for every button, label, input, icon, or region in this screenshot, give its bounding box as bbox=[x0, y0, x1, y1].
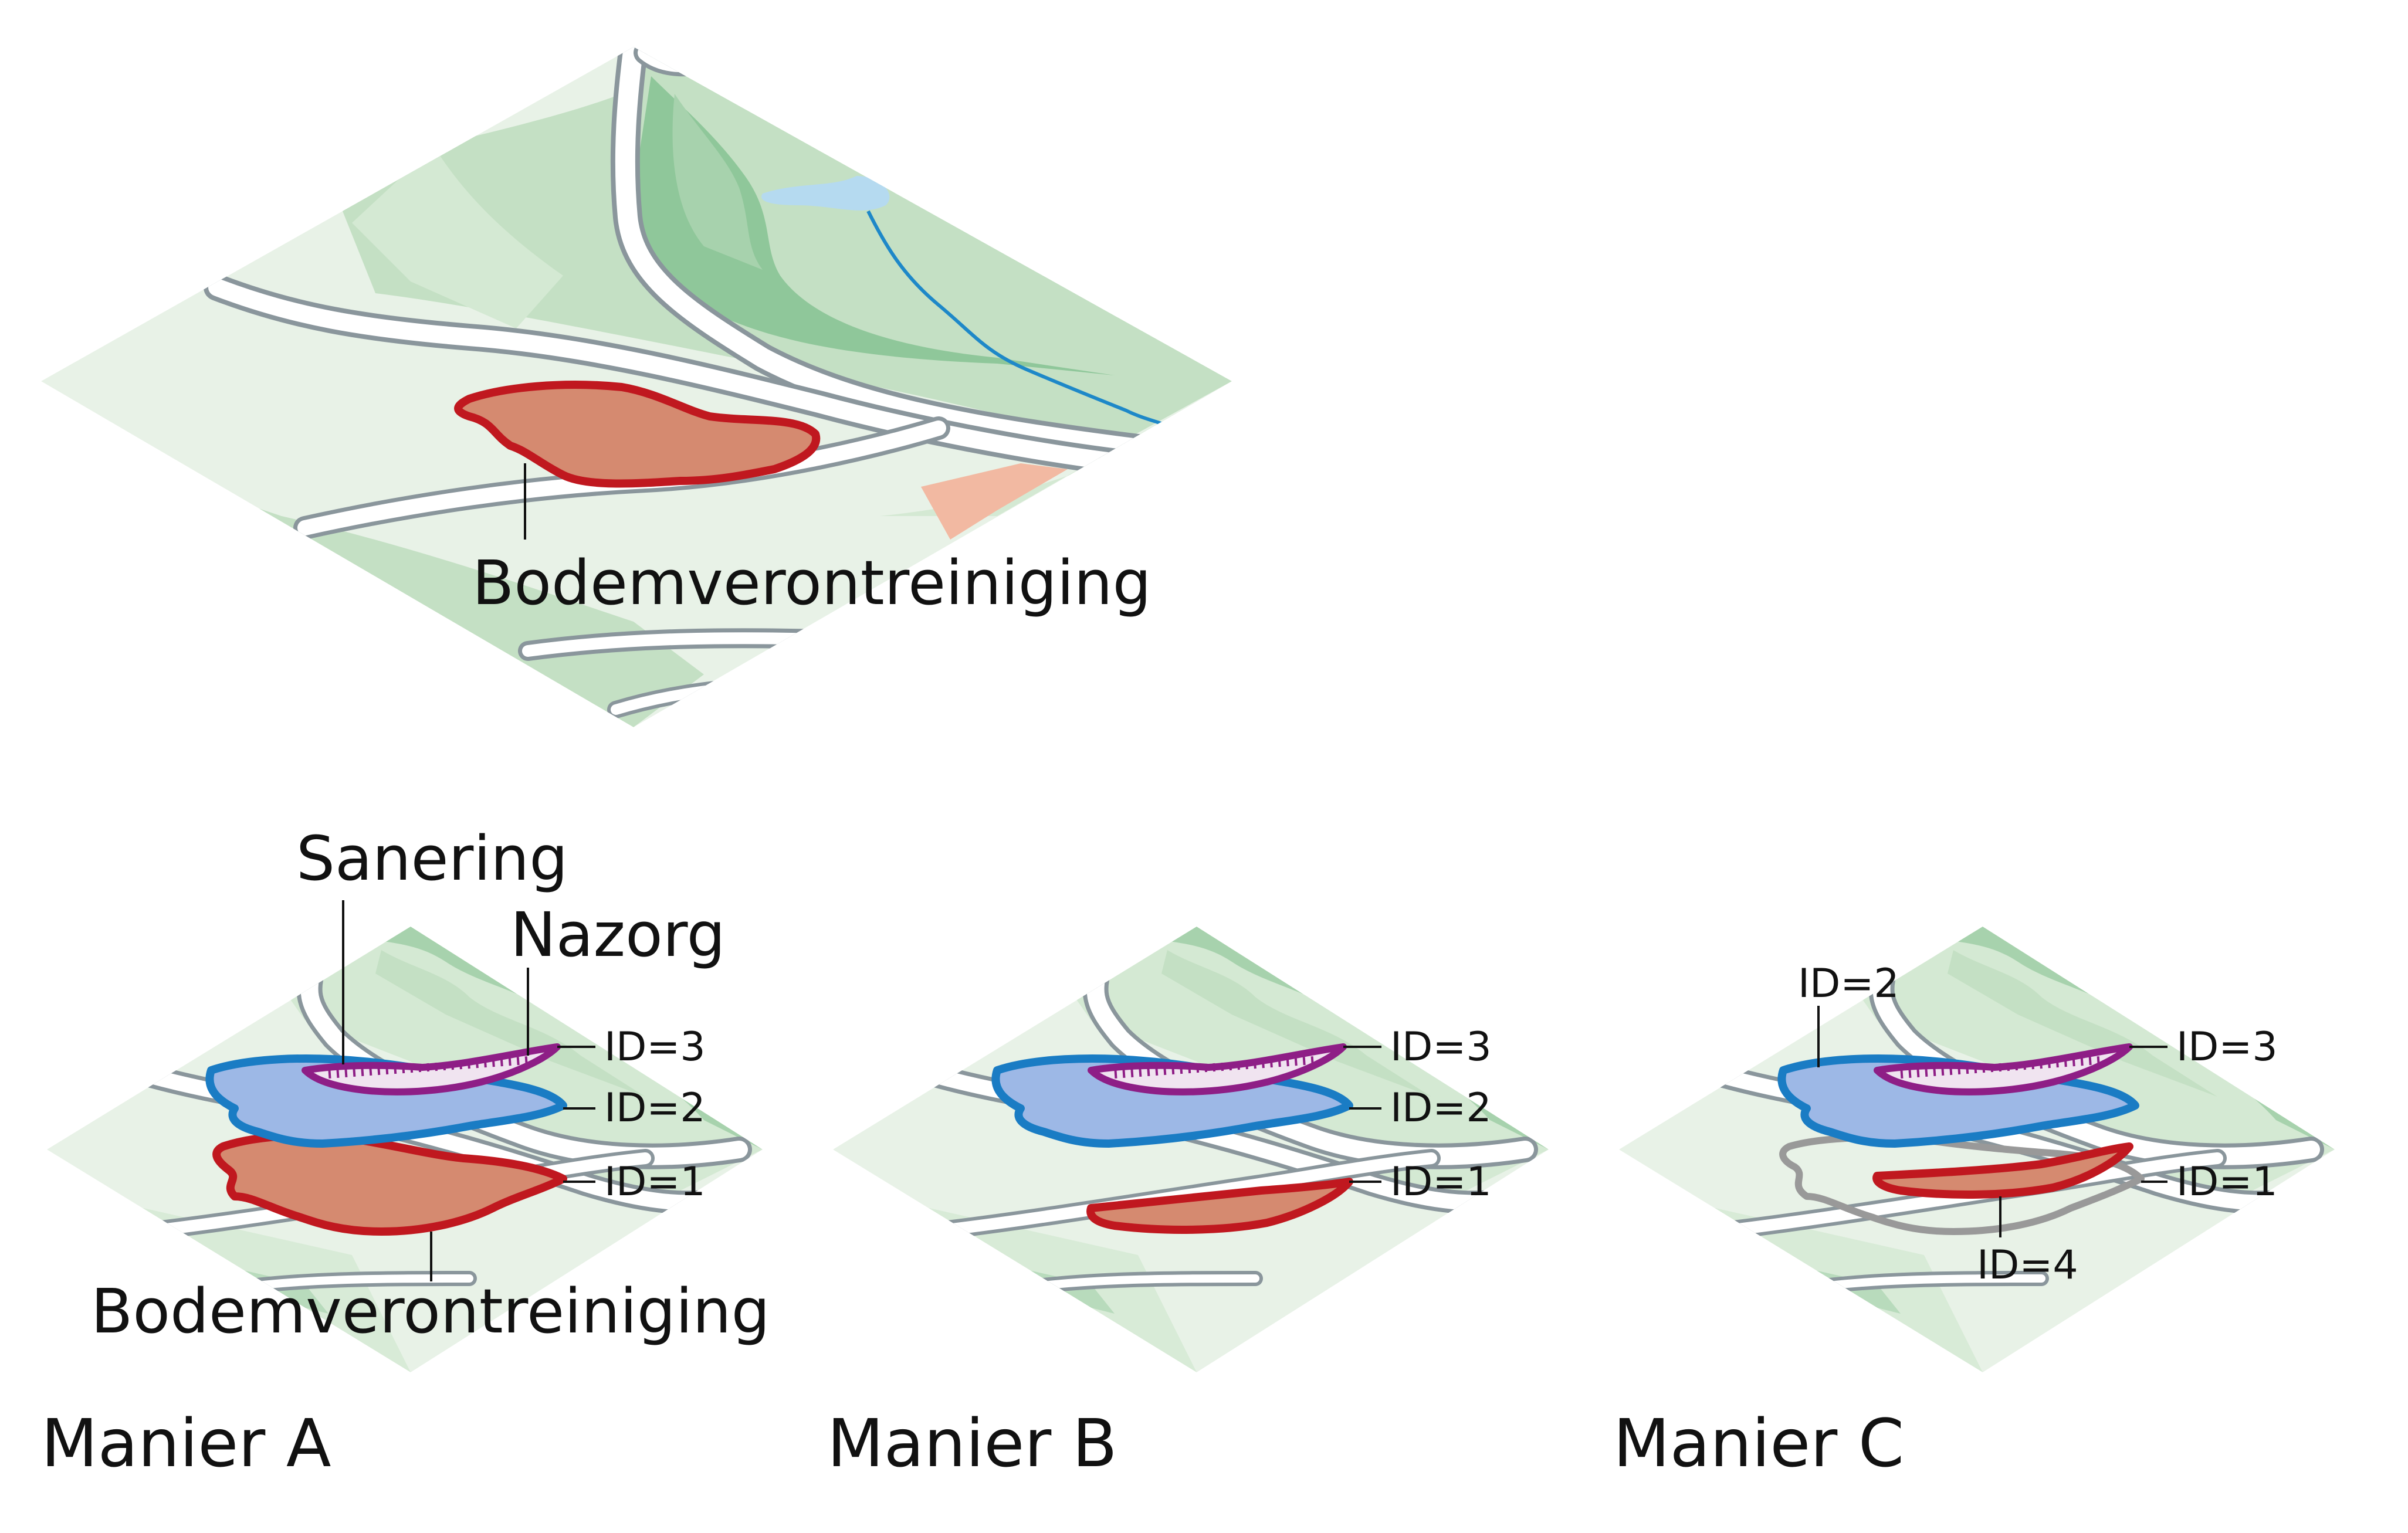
panel-b: ID=3 ID=2 ID=1 Manier B bbox=[827, 927, 1549, 1482]
panel-c-contamination-area bbox=[1872, 1142, 2133, 1199]
panel-a: Sanering Nazorg ID=3 ID=2 ID=1 Bodemvero… bbox=[41, 823, 770, 1482]
panel-b-id1: ID=1 bbox=[1390, 1159, 1492, 1205]
panel-b-caption: Manier B bbox=[827, 1406, 1117, 1482]
panel-a-contamination-area bbox=[212, 1131, 567, 1236]
panel-a-id1: ID=1 bbox=[604, 1159, 706, 1205]
panel-a-caption: Manier A bbox=[41, 1406, 331, 1482]
panel-b-id3: ID=3 bbox=[1390, 1024, 1492, 1070]
panel-a-id3: ID=3 bbox=[604, 1024, 706, 1070]
panel-a-bodem-label: Bodemverontreiniging bbox=[91, 1276, 770, 1347]
panel-a-nazorg-label: Nazorg bbox=[510, 899, 726, 971]
panel-c-id2: ID=2 bbox=[1798, 961, 1899, 1007]
panel-a-id2: ID=2 bbox=[604, 1085, 706, 1131]
panel-c-caption: Manier C bbox=[1613, 1406, 1904, 1482]
panel-c: ID=2 ID=3 ID=1 ID=4 Manier C bbox=[1613, 927, 2335, 1482]
panel-c-id4: ID=4 bbox=[1977, 1242, 2078, 1288]
top-map: Bodemverontreiniging bbox=[41, 47, 1232, 727]
panel-a-aftercare-area bbox=[302, 1043, 561, 1096]
panel-c-original-outline bbox=[1779, 1134, 2145, 1235]
panel-c-id1: ID=1 bbox=[2176, 1159, 2278, 1205]
panel-b-id2: ID=2 bbox=[1390, 1085, 1492, 1131]
panel-a-sanering-label: Sanering bbox=[296, 823, 568, 894]
panel-c-aftercare-area bbox=[1874, 1043, 2133, 1096]
top-contamination-label: Bodemverontreiniging bbox=[472, 547, 1151, 619]
top-contamination-area bbox=[454, 381, 821, 488]
panel-c-id3: ID=3 bbox=[2176, 1024, 2278, 1070]
panel-b-contamination-area bbox=[1086, 1178, 1353, 1234]
panel-b-aftercare-area bbox=[1088, 1043, 1347, 1096]
